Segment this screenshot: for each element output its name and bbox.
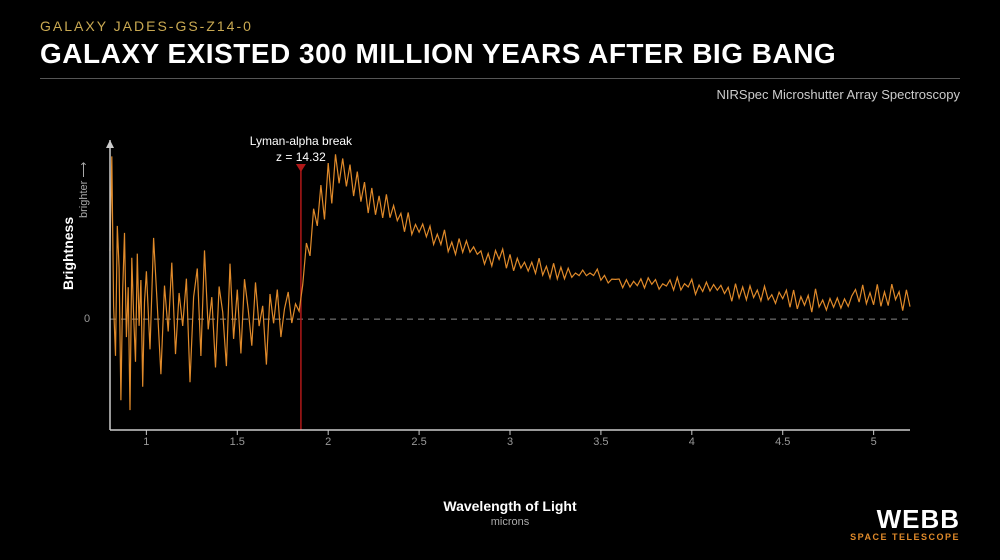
galaxy-subtitle: GALAXY JADES-GS-Z14-0	[40, 18, 960, 34]
webb-logo: WEBB SPACE TELESCOPE	[850, 506, 960, 542]
x-tick-label: 1.5	[230, 436, 245, 448]
y-zero-label: 0	[84, 313, 90, 325]
y-axis-label: Brightness	[60, 217, 76, 290]
plot-area: 1 1.5 2 2.5 3 3.5 4 4.5 5	[100, 130, 920, 470]
spectrum-svg	[100, 130, 920, 470]
x-tick-label: 2	[325, 436, 331, 448]
x-axis-label: Wavelength of Light	[100, 498, 920, 514]
logo-sub: SPACE TELESCOPE	[850, 532, 960, 542]
lyman-alpha-annotation: Lyman-alpha breakz = 14.32	[250, 134, 352, 165]
logo-main: WEBB	[850, 506, 960, 532]
header: GALAXY JADES-GS-Z14-0 GALAXY EXISTED 300…	[0, 0, 1000, 70]
x-tick-label: 4	[689, 436, 695, 448]
x-tick-label: 2.5	[411, 436, 426, 448]
y-axis-sublabel: brighter ⟶	[77, 162, 90, 218]
x-axis-sublabel: microns	[100, 516, 920, 528]
x-tick-label: 3	[507, 436, 513, 448]
x-tick-label: 3.5	[593, 436, 608, 448]
main-title: GALAXY EXISTED 300 MILLION YEARS AFTER B…	[40, 38, 960, 70]
x-tick-label: 5	[871, 436, 877, 448]
x-tick-label: 4.5	[775, 436, 790, 448]
x-tick-label: 1	[143, 436, 149, 448]
instrument-label: NIRSpec Microshutter Array Spectroscopy	[0, 79, 1000, 102]
